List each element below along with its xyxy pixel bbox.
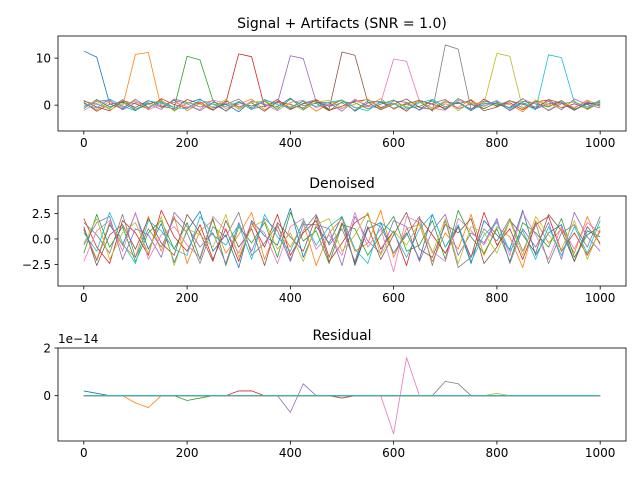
x-tick-label: 0 xyxy=(80,446,88,460)
chart-title: Signal + Artifacts (SNR = 1.0) xyxy=(237,16,447,32)
y-tick-label: 0 xyxy=(43,99,51,113)
x-tick-label: 400 xyxy=(279,291,302,305)
x-tick-label: 600 xyxy=(382,136,405,150)
offset-label: 1e−14 xyxy=(58,332,98,346)
x-tick-label: 400 xyxy=(279,446,302,460)
signal-line xyxy=(83,211,601,266)
x-tick-label: 800 xyxy=(485,446,508,460)
lines xyxy=(83,44,601,113)
y-tick-label: −2.5 xyxy=(22,258,51,272)
y-tick-label: 10 xyxy=(36,52,51,66)
x-tick-label: 200 xyxy=(176,291,199,305)
y-tick-label: 0.0 xyxy=(32,232,51,246)
x-tick-label: 200 xyxy=(176,446,199,460)
x-tick-label: 800 xyxy=(485,136,508,150)
chart-title: Denoised xyxy=(309,176,375,192)
x-tick-label: 0 xyxy=(80,291,88,305)
y-tick-label: 2.5 xyxy=(32,207,51,221)
signal-line xyxy=(83,44,601,112)
axes-frame xyxy=(57,347,627,442)
x-tick-label: 1000 xyxy=(585,291,616,305)
axes-bg xyxy=(58,36,626,131)
y-tick-label: 2 xyxy=(43,342,51,356)
x-tick-label: 200 xyxy=(176,136,199,150)
signal-line xyxy=(83,211,601,268)
lines xyxy=(83,357,601,435)
x-tick-label: 1000 xyxy=(585,446,616,460)
x-tick-label: 800 xyxy=(485,291,508,305)
x-tick-label: 400 xyxy=(279,136,302,150)
x-tick-label: 0 xyxy=(80,136,88,150)
axes-frame xyxy=(57,35,627,132)
signal-line xyxy=(83,55,601,112)
signal-line xyxy=(83,53,601,112)
signal-line xyxy=(83,54,601,112)
signal-line xyxy=(83,209,601,266)
y-tick-label: 0 xyxy=(43,389,51,403)
axes-bg xyxy=(58,348,626,441)
axes-frame xyxy=(57,195,627,287)
signal-line xyxy=(83,211,601,266)
chart-title: Residual xyxy=(312,328,371,344)
signal-line xyxy=(83,211,601,264)
x-tick-label: 600 xyxy=(382,446,405,460)
x-tick-label: 1000 xyxy=(585,136,616,150)
signal-line xyxy=(83,211,601,273)
x-tick-label: 600 xyxy=(382,291,405,305)
lines xyxy=(83,207,601,273)
